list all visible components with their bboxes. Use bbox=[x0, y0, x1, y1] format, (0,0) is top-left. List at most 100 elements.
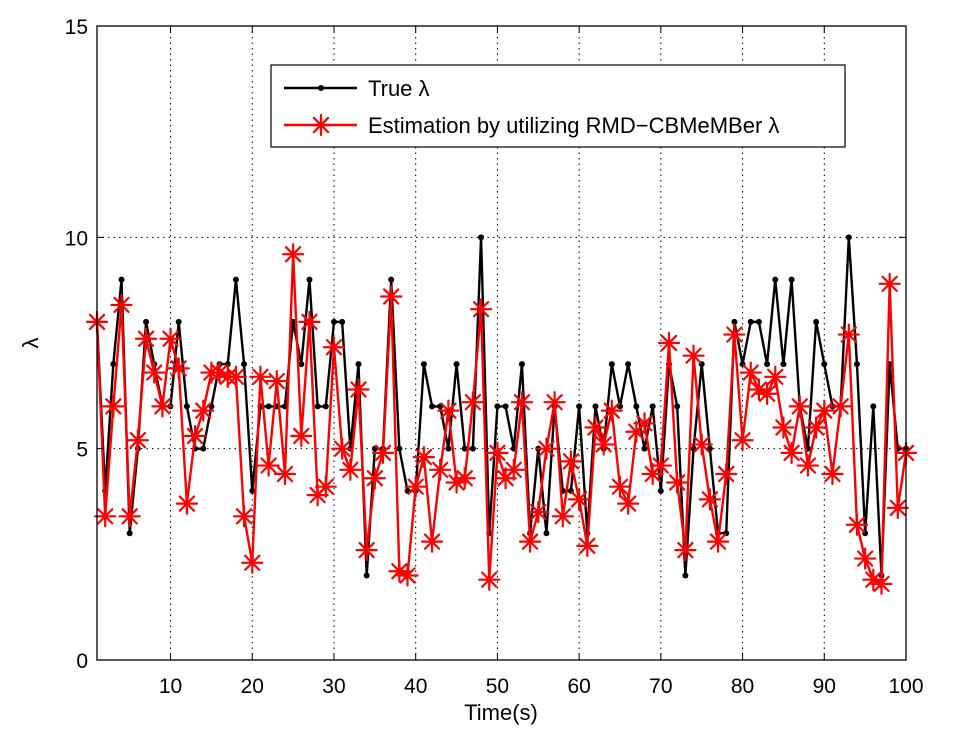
estimation-point bbox=[519, 530, 542, 553]
estimation-point bbox=[886, 496, 909, 519]
estimation-point bbox=[739, 361, 762, 384]
true-lambda-point bbox=[674, 403, 681, 410]
estimation-point bbox=[126, 429, 149, 452]
true-lambda-point bbox=[330, 318, 337, 325]
true-lambda-point bbox=[183, 403, 190, 410]
x-tick-label: 100 bbox=[888, 675, 923, 698]
estimation-point bbox=[265, 369, 288, 393]
true-lambda-point bbox=[543, 530, 550, 537]
true-lambda-point bbox=[420, 361, 427, 368]
true-lambda-point bbox=[461, 445, 468, 452]
estimation-point bbox=[282, 243, 305, 266]
x-tick-label: 80 bbox=[731, 675, 754, 698]
estimation-point bbox=[772, 416, 795, 439]
estimation-point bbox=[870, 572, 893, 596]
true-lambda-point bbox=[576, 403, 583, 410]
true-lambda-point bbox=[232, 276, 239, 283]
true-lambda-point bbox=[764, 361, 771, 368]
estimation-point bbox=[167, 357, 190, 380]
estimation-point bbox=[657, 331, 681, 355]
estimation-point bbox=[94, 505, 117, 528]
estimation-point bbox=[592, 433, 615, 456]
x-axis-label: Time(s) bbox=[464, 700, 538, 725]
x-tick-label: 30 bbox=[322, 675, 345, 698]
estimation-point bbox=[469, 298, 493, 321]
true-lambda-point bbox=[322, 403, 329, 410]
estimation-point bbox=[404, 475, 427, 498]
estimation-point bbox=[845, 513, 869, 536]
estimation-point bbox=[461, 391, 484, 414]
true-lambda-point bbox=[657, 487, 664, 494]
estimation-point bbox=[584, 416, 607, 439]
estimation-point bbox=[731, 429, 754, 452]
estimation-point bbox=[813, 399, 836, 422]
estimation-point bbox=[633, 412, 656, 435]
estimation-point bbox=[608, 475, 632, 498]
estimation-point bbox=[371, 441, 395, 464]
true-lambda-point bbox=[469, 445, 476, 452]
estimation-point bbox=[690, 433, 713, 456]
true-lambda-point bbox=[306, 276, 313, 283]
estimation-point bbox=[380, 285, 403, 308]
true-lambda-point bbox=[314, 403, 321, 410]
true-lambda-point bbox=[772, 276, 779, 283]
true-lambda-point bbox=[682, 572, 689, 579]
legend-box bbox=[270, 64, 846, 148]
estimation-point bbox=[118, 505, 141, 528]
axes-frame bbox=[96, 25, 907, 661]
estimation-point bbox=[755, 382, 779, 405]
true-lambda-point bbox=[453, 361, 460, 368]
true-lambda-point bbox=[821, 361, 828, 368]
x-tick-label: 60 bbox=[567, 675, 590, 698]
true-lambda-point bbox=[143, 318, 150, 325]
estimation-point bbox=[543, 391, 566, 414]
estimation-point bbox=[805, 416, 828, 439]
y-tick-label: 15 bbox=[65, 16, 88, 39]
true-lambda-point bbox=[608, 361, 615, 368]
estimation-point bbox=[821, 462, 844, 486]
estimation-point bbox=[494, 467, 517, 490]
true-lambda-point bbox=[494, 403, 501, 410]
true-lambda-point bbox=[870, 403, 877, 410]
estimation-point bbox=[314, 475, 337, 498]
true-lambda-point bbox=[298, 361, 305, 368]
estimation-point bbox=[829, 395, 852, 418]
legend-star-icon bbox=[309, 113, 333, 137]
y-tick-label: 5 bbox=[76, 439, 88, 462]
true-lambda-point bbox=[641, 445, 648, 452]
x-tick-label: 40 bbox=[404, 675, 427, 698]
series-layer bbox=[85, 234, 918, 596]
estimation-point bbox=[486, 441, 509, 464]
true-lambda-point bbox=[363, 572, 370, 579]
estimation-point bbox=[551, 505, 574, 528]
estimation-point bbox=[355, 539, 378, 562]
estimation-point bbox=[437, 399, 460, 422]
legend-marker-true bbox=[318, 85, 324, 91]
estimation-point bbox=[339, 458, 362, 481]
estimation-point bbox=[322, 336, 346, 359]
estimation-point bbox=[331, 437, 354, 460]
estimation-point bbox=[478, 568, 501, 591]
estimation-point bbox=[674, 539, 697, 562]
true-lambda-point bbox=[592, 403, 599, 410]
estimation-point bbox=[788, 395, 811, 418]
true-lambda-point bbox=[396, 445, 403, 452]
estimation-point bbox=[159, 327, 182, 350]
estimation-point bbox=[617, 492, 640, 515]
estimation-point bbox=[666, 471, 689, 494]
estimation-point bbox=[445, 471, 468, 494]
true-lambda-point bbox=[175, 318, 182, 325]
estimation-point bbox=[224, 365, 248, 388]
estimation-point bbox=[764, 365, 787, 388]
estimation-point bbox=[510, 391, 534, 414]
true-lambda-point bbox=[355, 361, 362, 368]
estimation-point bbox=[143, 361, 166, 384]
estimation-point bbox=[527, 500, 550, 524]
legend-marker-estimation bbox=[309, 113, 333, 137]
true-lambda-point bbox=[853, 361, 860, 368]
legend: True λ Estimation by utilizing RMD−CBMeM… bbox=[270, 64, 846, 148]
estimation-point bbox=[559, 450, 583, 473]
true-lambda-point bbox=[429, 403, 436, 410]
estimation-point bbox=[290, 424, 313, 448]
true-lambda-point bbox=[755, 318, 762, 325]
